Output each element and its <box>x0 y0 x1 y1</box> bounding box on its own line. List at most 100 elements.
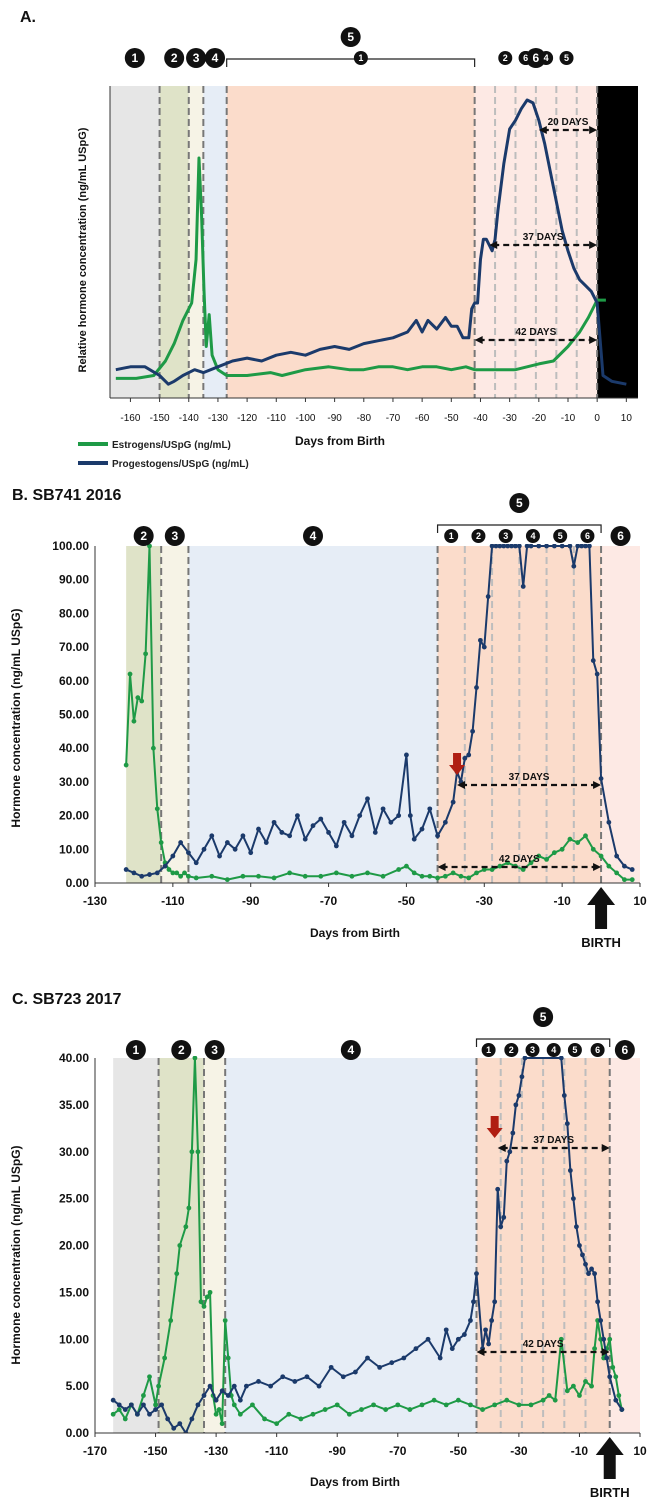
progestogen-point <box>268 1383 274 1389</box>
substage-marker-5: 5 <box>553 529 568 543</box>
progestogen-point <box>419 826 425 832</box>
x-tick-label: -70 <box>386 413 401 424</box>
progestogen-point <box>377 1364 383 1370</box>
panel-b: B. SB741 2016 -130 -110 -90 -70 -50 -30 -10 100… <box>9 487 647 950</box>
progestogen-point <box>606 819 612 825</box>
progestogen-point <box>519 1074 525 1080</box>
stage-band-6 <box>601 546 640 883</box>
stage-marker-circle <box>124 48 145 68</box>
estrogen-point <box>520 867 526 872</box>
substage-marker-number: 2 <box>503 53 508 63</box>
progestogen-point <box>462 755 468 761</box>
x-tick-label: -130 <box>83 894 107 908</box>
stage-marker-number: 2 <box>171 51 178 65</box>
stage-5-bracket <box>226 58 476 67</box>
progestogen-point <box>186 850 191 856</box>
progestogen-point <box>613 1397 619 1403</box>
progestogen-point <box>567 1168 573 1173</box>
progestogen-point <box>558 1056 564 1061</box>
estrogen-point <box>166 867 172 872</box>
substage-marker-circle <box>481 1043 496 1057</box>
estrogen-point <box>262 1416 267 1422</box>
substage-marker-circle <box>546 1043 561 1057</box>
progestogen-point <box>219 1388 225 1394</box>
estrogen-point <box>219 1421 225 1427</box>
progestogen-point <box>492 1299 498 1305</box>
progestogen-point <box>570 1196 576 1202</box>
estrogen-point <box>198 1299 204 1305</box>
x-tick-label: -90 <box>242 894 260 908</box>
progestogen-point <box>483 1327 488 1333</box>
estrogen-point <box>592 1346 597 1352</box>
progestogen-point <box>589 1266 594 1272</box>
estrogen-point <box>435 875 440 881</box>
progestogen-point <box>280 1374 286 1380</box>
substage-marker-1: 1 <box>353 51 368 65</box>
stage-marker-number: 2 <box>178 1043 185 1057</box>
progestogen-point <box>116 1402 122 1408</box>
y-tick-label: 30.00 <box>59 1145 89 1159</box>
substage-marker-number: 2 <box>476 531 481 541</box>
progestogen-point <box>509 544 514 549</box>
estrogen-point <box>225 1355 231 1361</box>
estrogen-series <box>110 1056 625 1427</box>
estrogen-point <box>427 873 433 879</box>
estrogen-point <box>122 1416 128 1422</box>
x-tick-label: -30 <box>476 894 494 908</box>
estrogen-point <box>540 1397 546 1403</box>
estrogen-point <box>141 1393 146 1398</box>
panel-a-ylabel: Relative hormone concentration (ng/mL US… <box>77 127 89 372</box>
estrogen-point <box>192 1056 198 1061</box>
substage-marker-circle <box>539 51 554 65</box>
progestogen-point <box>365 1355 370 1361</box>
estrogen-point <box>614 870 620 876</box>
x-tick-label: -100 <box>295 413 315 424</box>
progestogen-point <box>159 1402 165 1408</box>
interval-label: 42 DAYS <box>523 1339 564 1350</box>
estrogen-point <box>536 853 542 859</box>
stage-marker-6: 6 <box>610 526 631 546</box>
stage-marker-2: 2 <box>171 1040 192 1060</box>
progestogen-point <box>561 1093 567 1098</box>
progestogen-point <box>365 796 370 802</box>
x-tick-label: -40 <box>473 413 488 424</box>
estrogen-point <box>455 1397 461 1403</box>
panel-a: A. -160 -150 -140 -130 -120 -110 -100 -90 -80 -70… <box>20 9 638 470</box>
estrogen-point <box>224 877 230 883</box>
x-tick-label: 0 <box>594 413 600 424</box>
progestogen-point <box>340 1374 346 1380</box>
stage-marker-number: 4 <box>212 51 219 65</box>
progestogen-point <box>147 1411 152 1417</box>
interval-arrowhead-left <box>457 781 466 789</box>
stage-marker-number: 3 <box>171 529 178 543</box>
interval-arrowhead-left <box>497 1144 506 1152</box>
panel-b-title: B. SB741 2016 <box>12 487 122 504</box>
progestogen-point <box>407 813 413 818</box>
progestogen-point <box>213 1397 219 1403</box>
estrogen-point <box>286 1411 292 1417</box>
substage-marker-5: 5 <box>559 51 574 65</box>
estrogen-point <box>610 1364 616 1370</box>
estrogen-point <box>123 762 129 768</box>
y-tick-label: 15.00 <box>59 1285 89 1299</box>
stage-marker-circle <box>205 48 226 68</box>
estrogen-line <box>115 156 606 380</box>
substage-marker-number: 6 <box>595 1045 600 1055</box>
estrogen-point <box>189 1149 195 1155</box>
progestogen-point <box>302 836 308 842</box>
progestogen-point <box>516 544 522 549</box>
substage-marker-3: 3 <box>525 1043 540 1057</box>
interval-arrowhead-right <box>601 1348 610 1356</box>
progestogen-point <box>544 544 549 549</box>
progestogen-point <box>574 1224 579 1230</box>
progestogen-point <box>520 584 526 589</box>
estrogen-point <box>274 1421 280 1427</box>
event-marker-arrow <box>449 753 466 775</box>
progestogen-point <box>505 544 511 549</box>
stage-band-4 <box>203 86 227 398</box>
interval-label: 37 DAYS <box>533 1135 574 1146</box>
progestogen-point <box>471 1299 476 1305</box>
stage-marker-number: 1 <box>133 1043 140 1057</box>
progestogen-point <box>195 1402 201 1408</box>
progestogen-point <box>388 819 394 825</box>
